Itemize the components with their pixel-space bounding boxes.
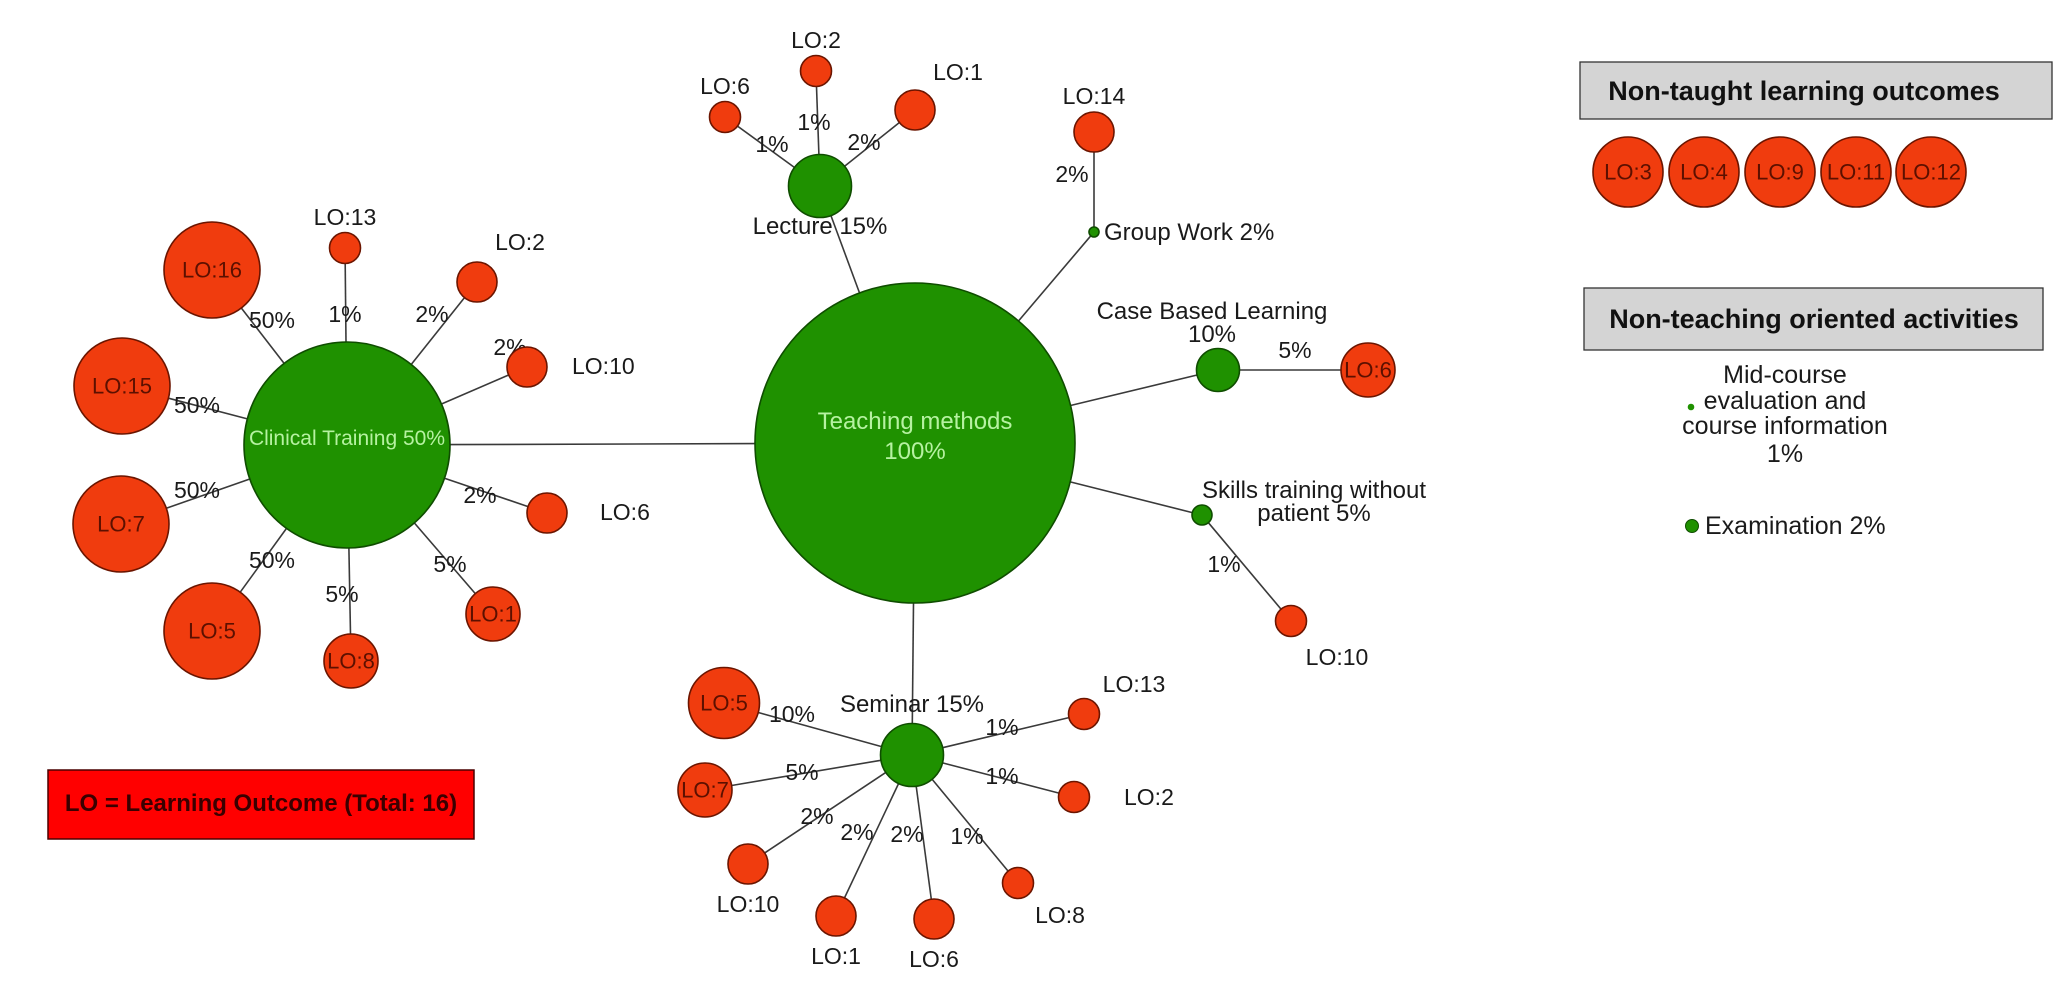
svg-text:LO:7: LO:7 bbox=[681, 778, 729, 803]
svg-text:1%: 1% bbox=[950, 823, 983, 849]
svg-text:100%: 100% bbox=[884, 438, 945, 465]
svg-text:LO:1: LO:1 bbox=[469, 602, 517, 627]
svg-text:Group Work 2%: Group Work 2% bbox=[1104, 219, 1274, 246]
svg-text:LO:12: LO:12 bbox=[1901, 160, 1961, 185]
svg-text:LO:2: LO:2 bbox=[495, 229, 545, 255]
svg-text:2%: 2% bbox=[1055, 161, 1088, 187]
svg-text:LO:2: LO:2 bbox=[1124, 784, 1174, 810]
svg-text:LO:11: LO:11 bbox=[1827, 160, 1885, 185]
svg-text:LO:10: LO:10 bbox=[572, 353, 635, 379]
svg-text:evaluation and: evaluation and bbox=[1704, 387, 1867, 415]
svg-text:LO:1: LO:1 bbox=[933, 59, 983, 85]
svg-text:2%: 2% bbox=[840, 819, 873, 845]
svg-text:1%: 1% bbox=[985, 763, 1018, 789]
svg-text:2%: 2% bbox=[800, 803, 833, 829]
svg-text:10%: 10% bbox=[1188, 321, 1236, 348]
svg-text:2%: 2% bbox=[415, 301, 448, 327]
svg-text:course information: course information bbox=[1682, 412, 1888, 440]
svg-text:LO:15: LO:15 bbox=[92, 374, 152, 399]
svg-text:patient 5%: patient 5% bbox=[1257, 500, 1370, 527]
svg-text:LO:8: LO:8 bbox=[327, 649, 375, 674]
svg-text:LO:7: LO:7 bbox=[97, 512, 145, 537]
svg-text:LO:14: LO:14 bbox=[1063, 83, 1126, 109]
svg-text:50%: 50% bbox=[174, 477, 220, 503]
svg-text:LO:4: LO:4 bbox=[1680, 160, 1728, 185]
svg-text:50%: 50% bbox=[249, 547, 295, 573]
svg-text:5%: 5% bbox=[325, 581, 358, 607]
svg-text:1%: 1% bbox=[1767, 440, 1803, 468]
svg-text:LO:6: LO:6 bbox=[1344, 358, 1392, 383]
svg-text:10%: 10% bbox=[769, 701, 815, 727]
svg-text:LO:6: LO:6 bbox=[909, 946, 959, 972]
svg-text:LO:8: LO:8 bbox=[1035, 902, 1085, 928]
svg-text:2%: 2% bbox=[463, 482, 496, 508]
svg-text:1%: 1% bbox=[755, 131, 788, 157]
svg-text:Seminar 15%: Seminar 15% bbox=[840, 691, 984, 718]
svg-text:LO:13: LO:13 bbox=[1103, 671, 1166, 697]
svg-text:50%: 50% bbox=[174, 392, 220, 418]
svg-text:LO:6: LO:6 bbox=[600, 499, 650, 525]
svg-text:LO:10: LO:10 bbox=[717, 891, 780, 917]
svg-text:LO:13: LO:13 bbox=[314, 204, 377, 230]
svg-text:LO = Learning Outcome (Total:: LO = Learning Outcome (Total: 16) bbox=[65, 790, 457, 817]
svg-text:5%: 5% bbox=[433, 551, 466, 577]
svg-text:LO:16: LO:16 bbox=[182, 258, 242, 283]
svg-text:LO:3: LO:3 bbox=[1604, 160, 1652, 185]
svg-text:LO:6: LO:6 bbox=[700, 73, 750, 99]
svg-text:Examination 2%: Examination 2% bbox=[1705, 512, 1886, 540]
svg-text:2%: 2% bbox=[847, 129, 880, 155]
svg-text:LO:5: LO:5 bbox=[188, 619, 236, 644]
svg-text:LO:5: LO:5 bbox=[700, 691, 748, 716]
svg-text:2%: 2% bbox=[890, 821, 923, 847]
svg-text:5%: 5% bbox=[785, 759, 818, 785]
svg-text:Clinical Training 50%: Clinical Training 50% bbox=[249, 427, 445, 450]
svg-text:1%: 1% bbox=[328, 301, 361, 327]
svg-text:Mid-course: Mid-course bbox=[1723, 361, 1847, 389]
svg-text:LO:1: LO:1 bbox=[811, 943, 861, 969]
svg-text:Non-teaching oriented activiti: Non-teaching oriented activities bbox=[1609, 304, 2019, 334]
svg-text:LO:2: LO:2 bbox=[791, 27, 841, 53]
svg-text:LO:10: LO:10 bbox=[1306, 644, 1369, 670]
svg-text:50%: 50% bbox=[249, 307, 295, 333]
svg-text:Lecture 15%: Lecture 15% bbox=[753, 213, 888, 240]
svg-text:1%: 1% bbox=[985, 714, 1018, 740]
svg-text:Non-taught learning outcomes: Non-taught learning outcomes bbox=[1608, 76, 2000, 106]
svg-text:1%: 1% bbox=[1207, 551, 1240, 577]
svg-text:LO:9: LO:9 bbox=[1756, 160, 1804, 185]
svg-text:Teaching methods: Teaching methods bbox=[818, 408, 1013, 435]
svg-text:5%: 5% bbox=[1278, 337, 1311, 363]
svg-text:1%: 1% bbox=[797, 109, 830, 135]
